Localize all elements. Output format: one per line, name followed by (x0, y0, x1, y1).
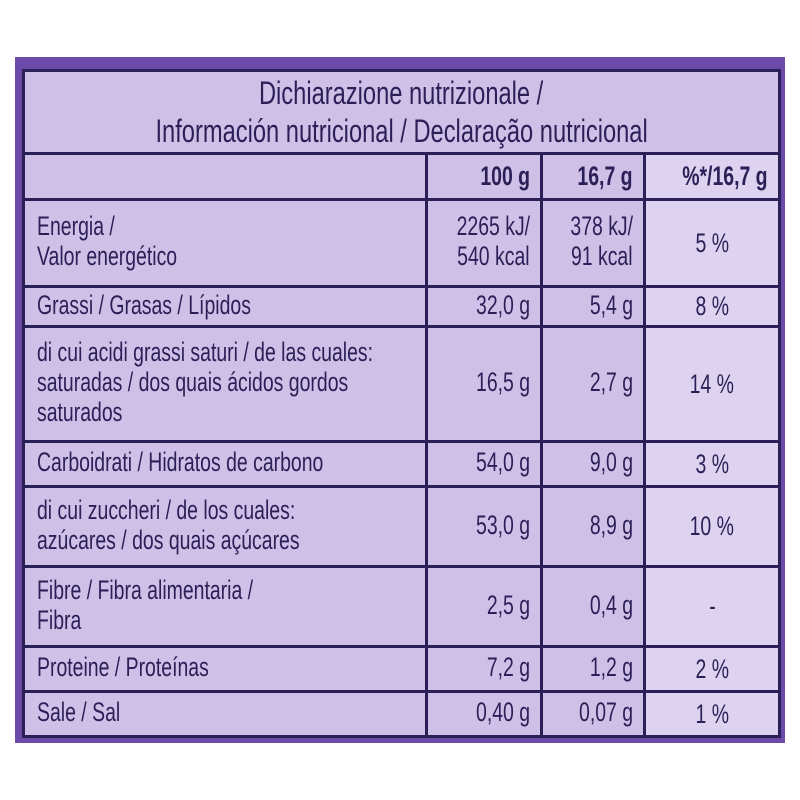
nutrient-label: di cui zuccheri / de los cuales: azúcares… (22, 485, 428, 568)
value-per-100g: 53,0 g (425, 485, 543, 568)
value-per-100g: 2,5 g (425, 565, 543, 648)
table-title: Dichiarazione nutrizionale / Información… (21, 69, 782, 155)
nutrient-label: Energia / Valor energético (22, 198, 428, 288)
column-header-portion: 16,7 g (540, 152, 646, 201)
percent-reference-intake: 10 % (642, 485, 782, 568)
percent-reference-intake: 1 % (642, 690, 782, 738)
value-per-portion: 0,07 g (540, 690, 646, 738)
value-per-100g: 16,5 g (425, 325, 543, 443)
column-header-100g: 100 g (425, 152, 543, 201)
percent-reference-intake: 3 % (642, 440, 782, 488)
table-row: Energia / Valor energético 2265 kJ/540 kca… (22, 198, 782, 288)
percent-reference-intake: - (642, 565, 782, 648)
value-per-100g: 0,40 g (425, 690, 543, 738)
nutrient-label: Proteine / Proteínas (22, 645, 428, 693)
value-per-100g: 7,2 g (425, 645, 543, 693)
percent-reference-intake: 5 % (642, 198, 782, 288)
percent-reference-intake: 2 % (642, 645, 782, 693)
value-per-portion: 2,7 g (540, 325, 646, 443)
table-row: di cui acidi grassi saturi / de las cual… (22, 325, 782, 443)
value-per-portion: 5,4 g (540, 285, 646, 328)
value-per-portion: 8,9 g (540, 485, 646, 568)
nutrition-table: Dichiarazione nutrizionale / Información… (21, 69, 782, 738)
title-row: Dichiarazione nutrizionale / Información… (21, 69, 782, 155)
percent-reference-intake: 14 % (642, 325, 782, 443)
table-row: di cui zuccheri / de los cuales: azúcares… (22, 485, 782, 568)
value-per-portion: 378 kJ/91 kcal (540, 198, 646, 288)
table-row: Fibre / Fibra alimentaria / Fibra 2,5 g 0,4… (22, 565, 782, 648)
nutrient-label: Grassi / Grasas / Lípidos (22, 285, 428, 328)
empty-header-cell (22, 152, 428, 201)
nutrient-label: Fibre / Fibra alimentaria / Fibra (22, 565, 428, 648)
column-header-row: 100 g 16,7 g %*/16,7 g (22, 152, 782, 201)
nutrient-label: di cui acidi grassi saturi / de las cual… (22, 325, 428, 443)
percent-reference-intake: 8 % (642, 285, 782, 328)
column-header-percent: %*/16,7 g (642, 152, 782, 201)
value-per-portion: 1,2 g (540, 645, 646, 693)
value-per-portion: 0,4 g (540, 565, 646, 648)
value-per-100g: 54,0 g (425, 440, 543, 488)
nutrient-label: Carboidrati / Hidratos de carbono (22, 440, 428, 488)
value-per-100g: 32,0 g (425, 285, 543, 328)
value-per-portion: 9,0 g (540, 440, 646, 488)
nutrient-label: Sale / Sal (22, 690, 428, 738)
value-per-100g: 2265 kJ/540 kcal (425, 198, 543, 288)
